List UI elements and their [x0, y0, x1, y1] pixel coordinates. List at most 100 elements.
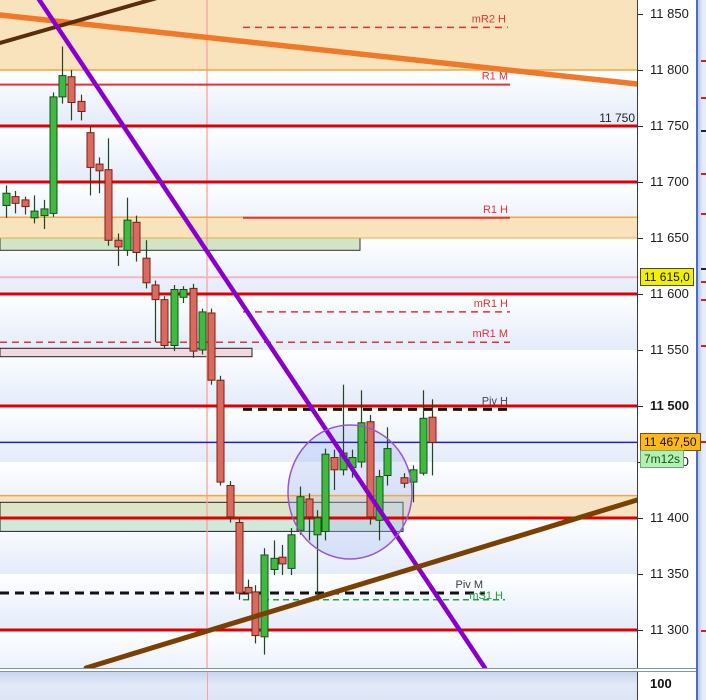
minimap-mark: [701, 213, 706, 215]
candle-body: [226, 485, 235, 518]
axis-price-label: 11 500: [650, 398, 690, 413]
candlestick: [179, 286, 188, 303]
axis-price-label: 11 300: [650, 622, 689, 637]
pivot-level-label: R1 M: [482, 71, 508, 83]
candlestick: [132, 215, 141, 262]
candlestick: [77, 94, 86, 121]
candlestick: [287, 528, 296, 576]
candlestick: [67, 70, 76, 121]
axis-price-label: 11 850: [650, 6, 689, 21]
candle-body: [11, 196, 20, 204]
candle-body: [330, 457, 339, 471]
indicator-axis-label: 100: [650, 676, 672, 691]
minimap-mark: [701, 130, 706, 132]
candlestick: [170, 285, 179, 352]
candlestick: [160, 296, 169, 349]
price-axis[interactable]: 11 615,0 11 467,50 7m12s 100 11 850 11 80…: [637, 0, 701, 700]
candle-body: [375, 476, 384, 521]
candle-body: [123, 219, 132, 251]
candle-body: [207, 312, 216, 381]
pivot-level-label: R1 H: [483, 204, 508, 216]
candlestick: [151, 280, 160, 343]
candle-body: [2, 192, 11, 206]
candle-body: [198, 311, 207, 351]
candlestick: [226, 481, 235, 523]
pivot-level-label: mR1 H: [474, 298, 508, 310]
candlestick: [189, 283, 198, 358]
candle-body: [160, 299, 169, 347]
candle-body: [21, 199, 30, 208]
candlestick: [198, 308, 207, 355]
candlestick: [419, 390, 428, 476]
candlestick: [235, 518, 244, 600]
candle-body: [151, 284, 160, 301]
candlestick: [270, 540, 279, 576]
candlestick: [330, 449, 339, 490]
candlestick: [244, 579, 253, 600]
candle-body: [419, 417, 428, 474]
panel-divider[interactable]: [0, 668, 696, 672]
candle-body: [104, 169, 113, 241]
candle-body: [95, 163, 104, 172]
candlestick: [114, 233, 123, 266]
candlestick: [366, 415, 375, 525]
trend-line[interactable]: [36, 0, 488, 668]
candlestick: [40, 199, 49, 229]
candle-body: [49, 96, 58, 214]
axis-tick: [638, 294, 643, 295]
candlestick: [313, 510, 322, 598]
candlestick: [95, 157, 104, 194]
axis-tick: [638, 14, 643, 15]
annotation-ellipse[interactable]: [287, 424, 413, 560]
candlestick: [11, 191, 20, 214]
pivot-level-label: Piv M: [456, 579, 484, 591]
support-resistance-zone[interactable]: [0, 347, 253, 358]
minimap-mark: [701, 173, 706, 175]
candle-body: [40, 208, 49, 217]
axis-price-label: 11 550: [650, 342, 689, 357]
candlestick: [260, 548, 269, 655]
axis-tick: [638, 126, 643, 127]
candlestick: [2, 185, 11, 218]
candle-body: [132, 221, 141, 254]
axis-tick: [638, 630, 643, 631]
candlestick: [296, 486, 305, 535]
candle-body: [179, 289, 188, 298]
candle-body: [170, 289, 179, 346]
minimap-mark: [701, 345, 706, 347]
background-band: [0, 294, 637, 350]
indicator-panel[interactable]: [0, 672, 637, 700]
minimap-strip[interactable]: [696, 0, 706, 700]
candle-body: [235, 522, 244, 594]
axis-tick: [638, 574, 643, 575]
support-resistance-zone[interactable]: [0, 237, 361, 251]
candlestick: [305, 493, 314, 541]
trend-line[interactable]: [0, 12, 637, 87]
support-resistance-zone[interactable]: [0, 217, 637, 238]
candlestick: [216, 375, 225, 486]
axis-price-label: 11 600: [650, 286, 689, 301]
minimap-mark: [701, 97, 706, 99]
minimap-mark: [701, 299, 706, 301]
level-price-label: 11 615,0: [640, 268, 694, 286]
axis-tick: [638, 350, 643, 351]
background-band: [0, 70, 637, 126]
background-band: [0, 574, 637, 630]
candlestick: [428, 399, 437, 476]
trend-line[interactable]: [0, 0, 158, 45]
minimap-mark: [701, 441, 706, 443]
trend-line[interactable]: [83, 497, 637, 668]
pivot-level-label: mR1 M: [473, 328, 508, 340]
candlestick: [58, 46, 67, 104]
axis-tick: [638, 238, 643, 239]
candle-body: [189, 287, 198, 352]
session-start-line: [207, 672, 208, 700]
axis-tick: [638, 182, 643, 183]
on-chart-price-label: 11 750: [599, 111, 635, 125]
axis-price-label: 11 650: [650, 230, 689, 245]
support-resistance-zone[interactable]: [0, 0, 637, 70]
candlestick: [86, 127, 95, 196]
candle-body: [366, 421, 375, 518]
